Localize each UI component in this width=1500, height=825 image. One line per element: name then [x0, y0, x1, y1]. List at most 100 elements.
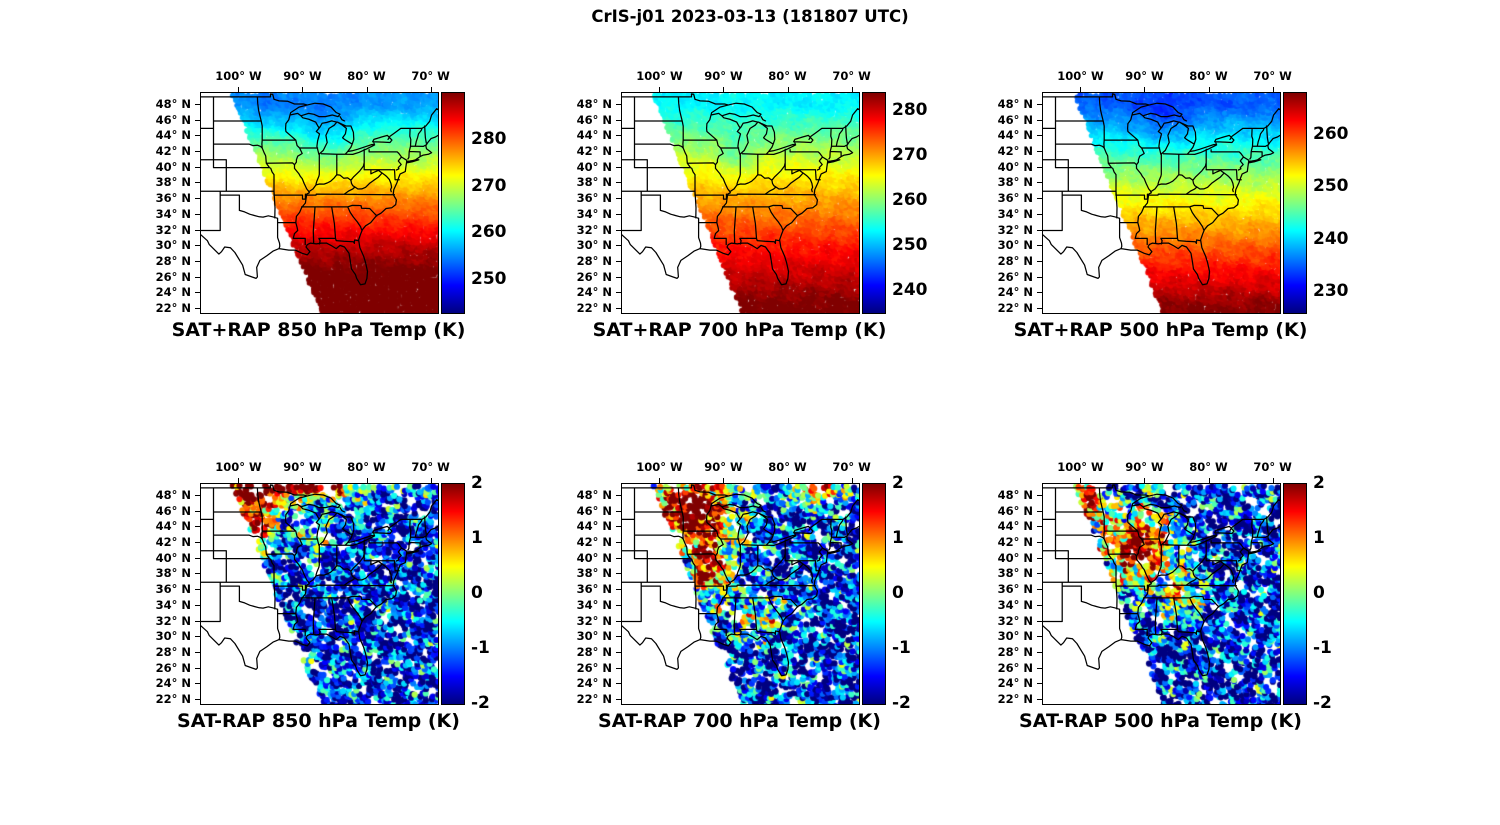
lat-tick-label: 42° N [576, 143, 612, 158]
lat-tick-label: 36° N [155, 191, 191, 206]
lat-tick-label: 46° N [155, 503, 191, 518]
lat-tick-label: 44° N [155, 128, 191, 143]
lat-tick-label: 30° N [997, 629, 1033, 644]
lat-tick-mark [616, 526, 621, 528]
colorbar: 2 1 0 -1 -2 [862, 473, 946, 713]
colorbar-tick-label: 230 [1313, 281, 1349, 302]
lat-tick-label: 36° N [576, 191, 612, 206]
lat-tick-label: 42° N [155, 534, 191, 549]
lat-tick-mark [1037, 573, 1042, 575]
colorbar-gradient [862, 92, 886, 314]
lat-tick-mark [616, 150, 621, 152]
lat-tick-mark [195, 308, 200, 310]
lat-tick-mark [1037, 636, 1042, 638]
lat-tick-label: 48° N [576, 487, 612, 502]
latitude-axis: 48° N 46° N 44° N 42° N 40° N 38° N 36° N 34° N… [967, 483, 1042, 706]
panel-sat-rap-700-sum: 100° W 90° W 80° W 70° W 48° N 46° N 44° N 42°… [546, 62, 946, 354]
longitude-axis: 100° W 90° W 80° W 70° W [200, 68, 450, 92]
colorbar-tick-label: 0 [471, 583, 483, 603]
lat-tick-mark [1037, 526, 1042, 528]
lat-tick-label: 36° N [997, 582, 1033, 597]
lat-tick-mark [195, 651, 200, 653]
map-plot-area [621, 483, 860, 705]
state-borders-map [201, 484, 438, 677]
lat-tick-mark [195, 150, 200, 152]
colorbar-tick-label: 240 [1313, 228, 1349, 249]
lat-tick-label: 22° N [576, 692, 612, 707]
colorbar-tick-label: 260 [1313, 123, 1349, 144]
lat-tick-label: 30° N [576, 629, 612, 644]
lat-tick-mark [1037, 103, 1042, 105]
colorbar-tick-label: 260 [892, 189, 928, 210]
lat-tick-label: 38° N [997, 175, 1033, 190]
lat-tick-label: 40° N [576, 159, 612, 174]
colorbar: 280 270 260 250 [441, 92, 525, 314]
lat-tick-mark [195, 636, 200, 638]
colorbar: 280 270 260 250 240 [862, 92, 946, 314]
lat-tick-mark [195, 245, 200, 247]
colorbar-tick-label: 2 [892, 473, 904, 493]
state-borders-map [201, 93, 438, 286]
lat-tick-label: 22° N [997, 301, 1033, 316]
longitude-axis: 100° W 90° W 80° W 70° W [1042, 459, 1292, 483]
colorbar-tick-label: 250 [471, 269, 507, 290]
lat-tick-label: 40° N [997, 159, 1033, 174]
lat-tick-label: 40° N [576, 550, 612, 565]
colorbar-tick-labels: 260 250 240 230 [1313, 92, 1367, 312]
lat-tick-mark [616, 135, 621, 137]
colorbar-tick-label: 240 [892, 279, 928, 300]
lat-tick-mark [616, 620, 621, 622]
lat-tick-label: 26° N [997, 660, 1033, 675]
lat-tick-label: 44° N [155, 519, 191, 534]
lat-tick-mark [1037, 166, 1042, 168]
colorbar-tick-label: 1 [1313, 528, 1325, 548]
longitude-axis: 100° W 90° W 80° W 70° W [621, 68, 871, 92]
lon-tick-mark [1272, 87, 1274, 92]
lon-tick-mark [1208, 87, 1210, 92]
lat-tick-label: 26° N [155, 269, 191, 284]
lat-tick-label: 30° N [997, 238, 1033, 253]
lon-tick-mark [302, 478, 304, 483]
lat-tick-mark [1037, 651, 1042, 653]
lat-tick-label: 34° N [997, 206, 1033, 221]
lat-tick-label: 30° N [576, 238, 612, 253]
lat-tick-mark [1037, 494, 1042, 496]
lat-tick-mark [195, 589, 200, 591]
lat-tick-mark [1037, 699, 1042, 701]
lat-tick-mark [616, 276, 621, 278]
lat-tick-label: 48° N [155, 96, 191, 111]
lat-tick-label: 36° N [155, 582, 191, 597]
lat-tick-label: 46° N [155, 112, 191, 127]
lon-tick-label: 70° W [411, 69, 450, 83]
lat-tick-label: 38° N [997, 566, 1033, 581]
lat-tick-label: 44° N [576, 519, 612, 534]
lat-tick-mark [616, 182, 621, 184]
lat-tick-label: 32° N [997, 613, 1033, 628]
lon-tick-mark [430, 87, 432, 92]
lon-tick-label: 80° W [347, 460, 386, 474]
lat-tick-label: 48° N [155, 487, 191, 502]
lat-tick-label: 46° N [576, 503, 612, 518]
lat-tick-label: 40° N [155, 550, 191, 565]
lat-tick-label: 36° N [997, 191, 1033, 206]
colorbar-tick-labels: 2 1 0 -1 -2 [471, 473, 525, 713]
lat-tick-label: 48° N [997, 487, 1033, 502]
lat-tick-label: 26° N [576, 660, 612, 675]
colorbar-tick-label: -2 [1313, 693, 1332, 713]
lat-tick-mark [616, 103, 621, 105]
lat-tick-mark [1037, 308, 1042, 310]
colorbar-tick-label: 270 [471, 175, 507, 196]
lat-tick-mark [1037, 620, 1042, 622]
lat-tick-label: 28° N [997, 253, 1033, 268]
panel-sat-rap-850-diff: 100° W 90° W 80° W 70° W 48° N 46° N 44° N 42°… [125, 453, 525, 745]
lat-tick-mark [1037, 683, 1042, 685]
colorbar: 260 250 240 230 [1283, 92, 1367, 314]
lat-tick-mark [195, 541, 200, 543]
figure-title: CrIS-j01 2023-03-13 (181807 UTC) [591, 7, 909, 26]
panel-title: SAT+RAP 850 hPa Temp (K) [171, 319, 466, 341]
lat-tick-mark [195, 198, 200, 200]
lat-tick-label: 30° N [155, 629, 191, 644]
lat-tick-mark [195, 135, 200, 137]
lat-tick-mark [195, 103, 200, 105]
